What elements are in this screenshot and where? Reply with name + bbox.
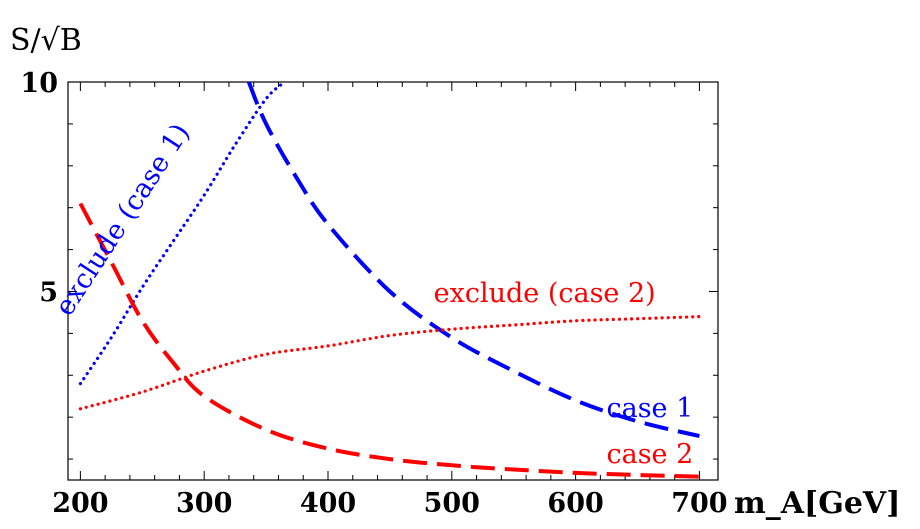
y-axis-title: S/√B [10, 23, 82, 58]
tick-labels: 200 300 400 500 600 700 5 10 [20, 68, 727, 519]
series-group [78, 80, 701, 479]
curve-label: exclude (case 1) [49, 118, 196, 321]
x-axis-title: m_A[GeV] [734, 486, 900, 521]
x-tick-label: 200 [52, 488, 108, 519]
x-tick-label: 500 [424, 488, 480, 519]
y-tick-label: 10 [20, 68, 58, 99]
curve-label: case 2 [606, 439, 693, 470]
x-tick-label: 300 [176, 488, 232, 519]
series-line-exclude-case-2 [78, 315, 701, 411]
plot-frame [67, 81, 719, 481]
series-line-case-2 [78, 202, 700, 479]
series-line-case-1 [246, 81, 700, 438]
axis-ticks [68, 81, 718, 480]
plot-border [67, 81, 719, 481]
series-line-exclude-case-1 [78, 80, 287, 386]
curve-labels: exclude (case 1) exclude (case 2) case 1 ca… [49, 118, 693, 470]
curve-label: case 1 [606, 393, 693, 424]
x-tick-label: 700 [671, 488, 727, 519]
y-tick-label: 5 [39, 277, 58, 308]
x-tick-label: 600 [547, 488, 603, 519]
x-tick-label: 400 [300, 488, 356, 519]
curve-label: exclude (case 2) [434, 278, 656, 309]
